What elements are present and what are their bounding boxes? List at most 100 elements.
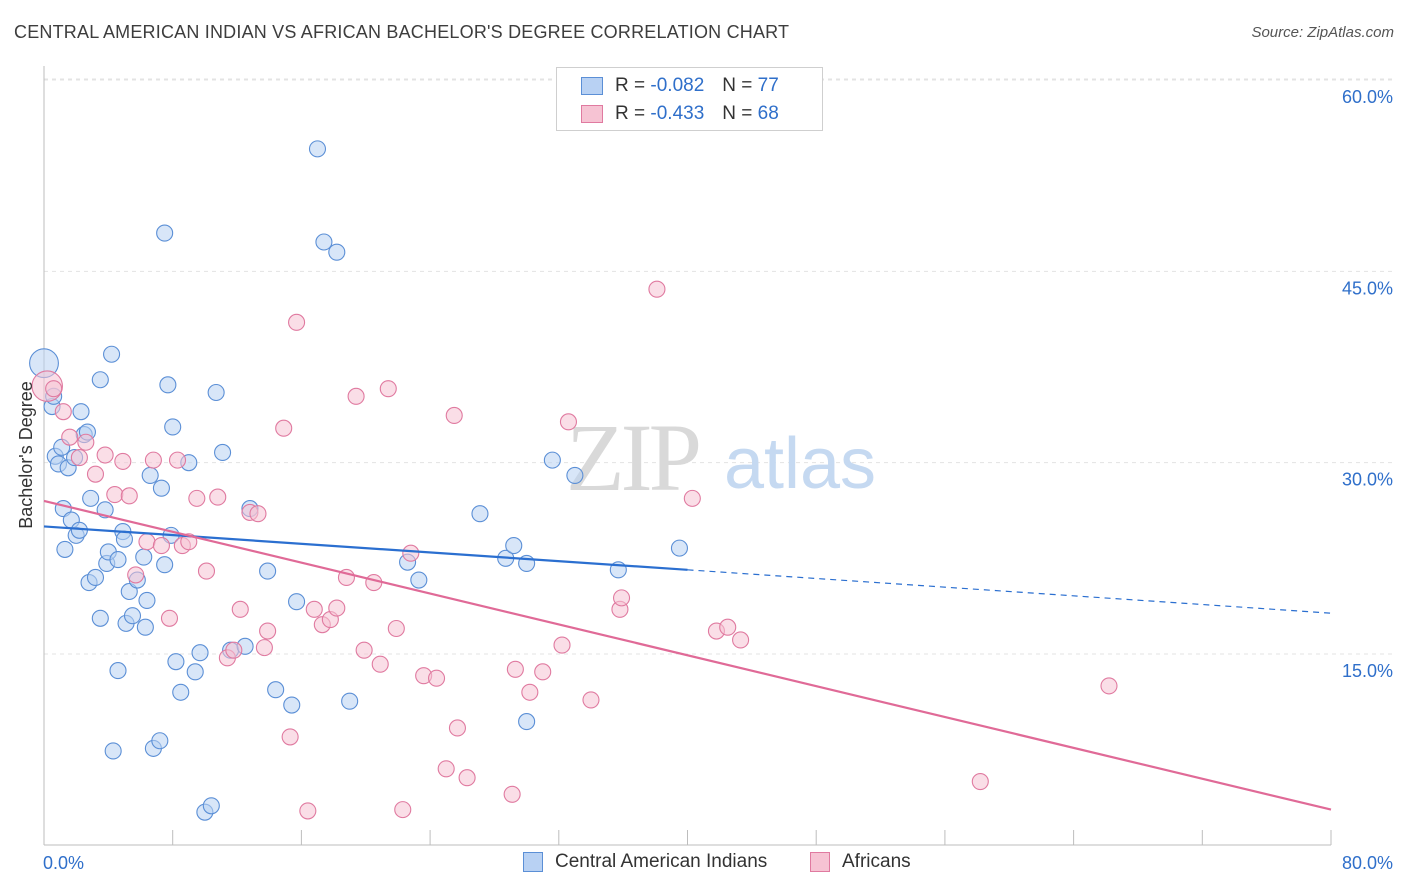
point-central-american-indian <box>328 243 346 261</box>
point-central-american-indian <box>104 742 122 760</box>
legend-swatch-pink <box>581 105 603 123</box>
point-african <box>231 600 249 618</box>
legend-row-blue: R = -0.082 N = 77 <box>581 74 779 98</box>
point-central-american-indian <box>259 562 277 580</box>
point-central-american-indian <box>138 591 156 609</box>
bottom-legend-swatch-pink <box>810 852 830 872</box>
point-central-american-indian <box>109 662 127 680</box>
point-african <box>160 609 179 627</box>
legend-r-value: -0.082 <box>650 75 705 96</box>
point-central-american-indian <box>543 451 561 469</box>
series-africans <box>31 280 1118 820</box>
point-african <box>96 446 114 464</box>
point-african <box>77 433 95 451</box>
point-african <box>719 618 737 636</box>
point-central-american-indian <box>505 537 523 555</box>
y-tick-label: 45.0% <box>1342 278 1393 298</box>
bottom-legend-blue: Central American Indians <box>523 851 767 873</box>
point-central-american-indian <box>152 479 170 497</box>
legend-n-label: N = <box>722 75 753 96</box>
point-african <box>86 465 105 483</box>
point-african <box>732 631 750 649</box>
point-african <box>503 785 521 803</box>
trend-line-central-american-indians <box>43 525 688 571</box>
point-african <box>582 691 600 709</box>
bottom-legend-pink: Africans <box>810 851 911 873</box>
point-central-american-indian <box>341 692 359 710</box>
point-african <box>225 641 243 659</box>
point-african <box>255 639 273 657</box>
point-african <box>259 622 277 640</box>
point-african <box>445 406 463 425</box>
point-central-american-indian <box>156 224 174 242</box>
watermark-zip: ZIP <box>566 404 699 511</box>
legend-row-pink: R = -0.433 N = 68 <box>581 102 779 126</box>
legend-n-label: N = <box>722 103 753 124</box>
y-tick-label: 60.0% <box>1342 87 1393 107</box>
point-central-american-indian <box>288 593 306 611</box>
point-african <box>355 641 373 659</box>
legend-r-label: R = <box>615 75 646 96</box>
point-african <box>387 619 405 638</box>
point-central-american-indian <box>471 505 489 523</box>
point-african <box>521 683 539 701</box>
point-african <box>70 449 88 467</box>
point-african <box>45 380 63 398</box>
point-african <box>1100 677 1118 695</box>
point-central-american-indian <box>159 376 177 394</box>
bottom-legend-label-pink: Africans <box>842 851 911 872</box>
point-central-american-indian <box>141 466 159 484</box>
point-african <box>106 486 124 504</box>
legend-swatch-blue <box>581 77 603 95</box>
point-african <box>427 669 446 687</box>
point-central-american-indian <box>115 530 133 548</box>
point-central-american-indian <box>186 663 204 681</box>
point-african <box>61 428 79 446</box>
x-tick-label: 0.0% <box>43 853 84 873</box>
point-african <box>197 562 216 580</box>
point-african <box>559 413 578 431</box>
tick-labels: 15.0% 30.0% 45.0% 60.0% 0.0% 80.0% <box>43 87 1393 873</box>
point-central-american-indian <box>91 371 109 389</box>
point-central-american-indian <box>191 644 209 662</box>
point-african <box>506 660 524 678</box>
point-central-american-indian <box>202 797 220 815</box>
point-central-american-indian <box>167 653 185 671</box>
point-african <box>168 451 187 469</box>
point-african <box>402 544 420 562</box>
point-african <box>299 802 317 820</box>
source-label: Source: ZipAtlas.com <box>1251 24 1394 41</box>
point-african <box>54 403 72 421</box>
point-central-american-indian <box>308 140 327 158</box>
watermark: ZIP atlas <box>566 404 876 511</box>
legend-n-value: 68 <box>757 103 779 124</box>
point-central-american-indian <box>410 571 428 589</box>
axes <box>43 66 1332 846</box>
point-central-american-indian <box>164 418 182 436</box>
point-central-american-indian <box>123 607 142 625</box>
point-african <box>249 505 267 523</box>
y-axis-label: Bachelor's Degree <box>16 381 36 529</box>
bottom-legend-swatch-blue <box>523 852 543 872</box>
point-african <box>328 599 346 617</box>
grid-lines <box>44 78 1393 655</box>
point-central-american-indian <box>86 568 105 587</box>
point-african <box>683 489 701 507</box>
point-central-american-indian <box>518 713 536 731</box>
point-central-american-indian <box>56 540 74 558</box>
point-african <box>371 655 389 673</box>
point-central-american-indian <box>91 609 109 627</box>
point-african <box>971 773 989 791</box>
point-african <box>120 487 138 505</box>
point-central-american-indian <box>136 618 154 636</box>
point-central-american-indian <box>267 681 285 699</box>
chart-title: CENTRAL AMERICAN INDIAN VS AFRICAN BACHE… <box>14 22 790 42</box>
y-tick-label: 15.0% <box>1342 661 1393 681</box>
point-central-american-indian <box>566 466 584 484</box>
point-african <box>127 566 145 584</box>
legend-r-value: -0.433 <box>650 103 705 124</box>
point-central-american-indian <box>109 551 127 569</box>
point-central-american-indian <box>72 403 90 421</box>
point-african <box>288 313 306 331</box>
